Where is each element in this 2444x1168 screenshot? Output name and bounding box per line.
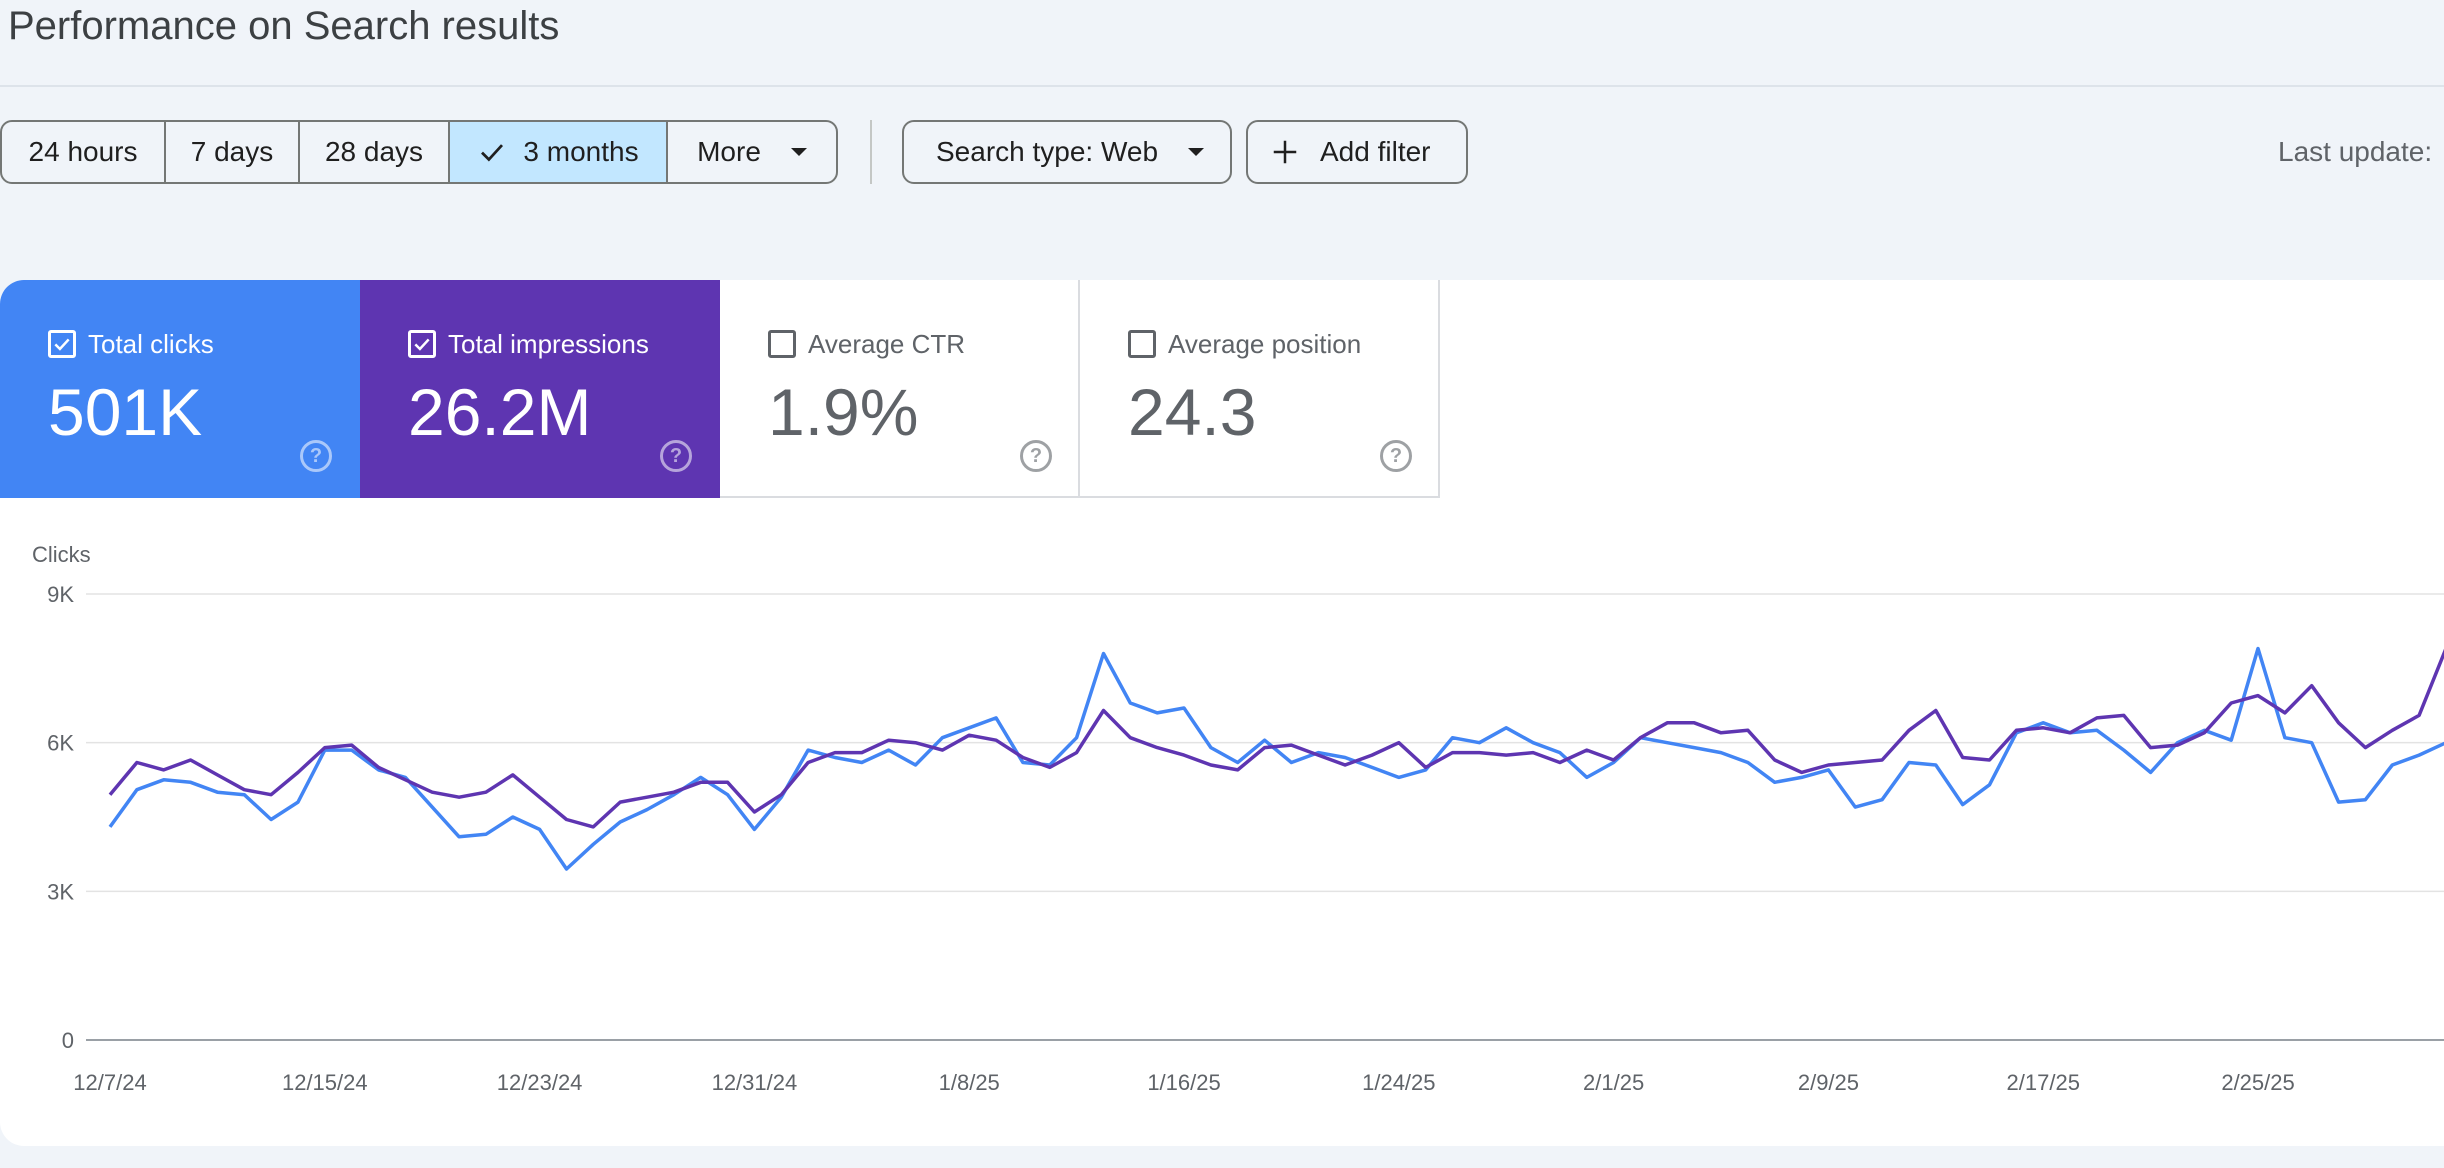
date-option-label: 7 days: [190, 136, 274, 167]
date-option-label: 3 months: [523, 136, 639, 167]
plus-icon: [1273, 140, 1297, 164]
checkbox-unchecked-icon: [1128, 330, 1156, 358]
x-axis-ticks: 12/7/24 12/15/24 12/23/24 12/31/24 1/8/25 1/1…: [73, 1070, 2294, 1095]
metric-total-impressions[interactable]: Total impressions 26.2M ?: [360, 280, 720, 498]
x-tick-label: 12/31/24: [712, 1070, 798, 1095]
y-axis-title: Clicks: [32, 542, 91, 567]
help-icon[interactable]: ?: [1380, 440, 1412, 472]
arrow-drop-down-icon: [1188, 148, 1205, 156]
add-filter-label: Add filter: [1320, 136, 1431, 167]
series-line-clicks: [108, 646, 2444, 871]
date-option-24-hours[interactable]: 24 hours: [2, 122, 166, 182]
date-option-28-days[interactable]: 28 days: [300, 122, 450, 182]
x-tick-label: 1/24/25: [1362, 1070, 1435, 1095]
add-filter-button[interactable]: Add filter: [1246, 120, 1468, 184]
x-tick-label: 1/8/25: [939, 1070, 1000, 1095]
metric-value: 24.3: [1128, 375, 1257, 449]
metric-label: Average CTR: [808, 329, 966, 359]
date-option-more[interactable]: More: [668, 122, 836, 182]
y-tick-label: 3K: [47, 879, 74, 904]
checkbox-unchecked-icon: [768, 330, 796, 358]
x-tick-label: 2/1/25: [1583, 1070, 1644, 1095]
date-option-label: 24 hours: [28, 136, 138, 167]
date-option-3-months[interactable]: 3 months: [450, 122, 668, 182]
metric-value: 501K: [48, 375, 203, 449]
help-icon[interactable]: ?: [300, 440, 332, 472]
x-tick-label: 2/25/25: [2221, 1070, 2294, 1095]
help-icon[interactable]: ?: [660, 440, 692, 472]
search-type-dropdown[interactable]: Search type: Web: [902, 120, 1232, 184]
metric-total-clicks[interactable]: Total clicks 501K ?: [0, 280, 360, 498]
checkbox-checked-icon: [48, 330, 76, 358]
chart-series: [108, 646, 2444, 871]
metric-label: Total clicks: [88, 329, 214, 359]
date-option-label: More: [697, 136, 761, 167]
search-type-label: Search type: Web: [936, 136, 1159, 167]
y-tick-label: 6K: [47, 731, 74, 756]
date-option-7-days[interactable]: 7 days: [166, 122, 300, 182]
toolbar-divider: [870, 120, 872, 184]
x-tick-label: 1/16/25: [1147, 1070, 1220, 1095]
help-icon[interactable]: ?: [1020, 440, 1052, 472]
metric-label: Total impressions: [448, 329, 649, 359]
x-tick-label: 12/7/24: [73, 1070, 146, 1095]
last-update-text: Last update:: [2278, 136, 2433, 167]
y-tick-label: 9K: [47, 582, 74, 607]
x-tick-label: 2/9/25: [1798, 1070, 1859, 1095]
metric-average-ctr[interactable]: Average CTR 1.9% ?: [720, 280, 1080, 498]
x-tick-label: 12/15/24: [282, 1070, 368, 1095]
page-title: Performance on Search results: [8, 4, 560, 48]
title-divider: [0, 85, 2444, 87]
check-icon: [481, 144, 504, 162]
checkbox-checked-icon: [408, 330, 436, 358]
y-axis-ticks: 9K 6K 3K 0: [47, 582, 74, 1053]
metric-value: 1.9%: [768, 375, 919, 449]
metric-average-position[interactable]: Average position 24.3 ?: [1080, 280, 1440, 498]
date-range-selector: 24 hours 7 days 28 days 3 months More: [0, 120, 838, 184]
arrow-drop-down-icon: [790, 148, 807, 156]
metric-value: 26.2M: [408, 375, 592, 449]
date-option-label: 28 days: [324, 136, 424, 167]
series-line-impressions: [108, 648, 2444, 829]
y-tick-label: 0: [62, 1028, 74, 1053]
x-tick-label: 2/17/25: [2007, 1070, 2080, 1095]
metric-label: Average position: [1168, 329, 1362, 359]
x-tick-label: 12/23/24: [497, 1070, 583, 1095]
